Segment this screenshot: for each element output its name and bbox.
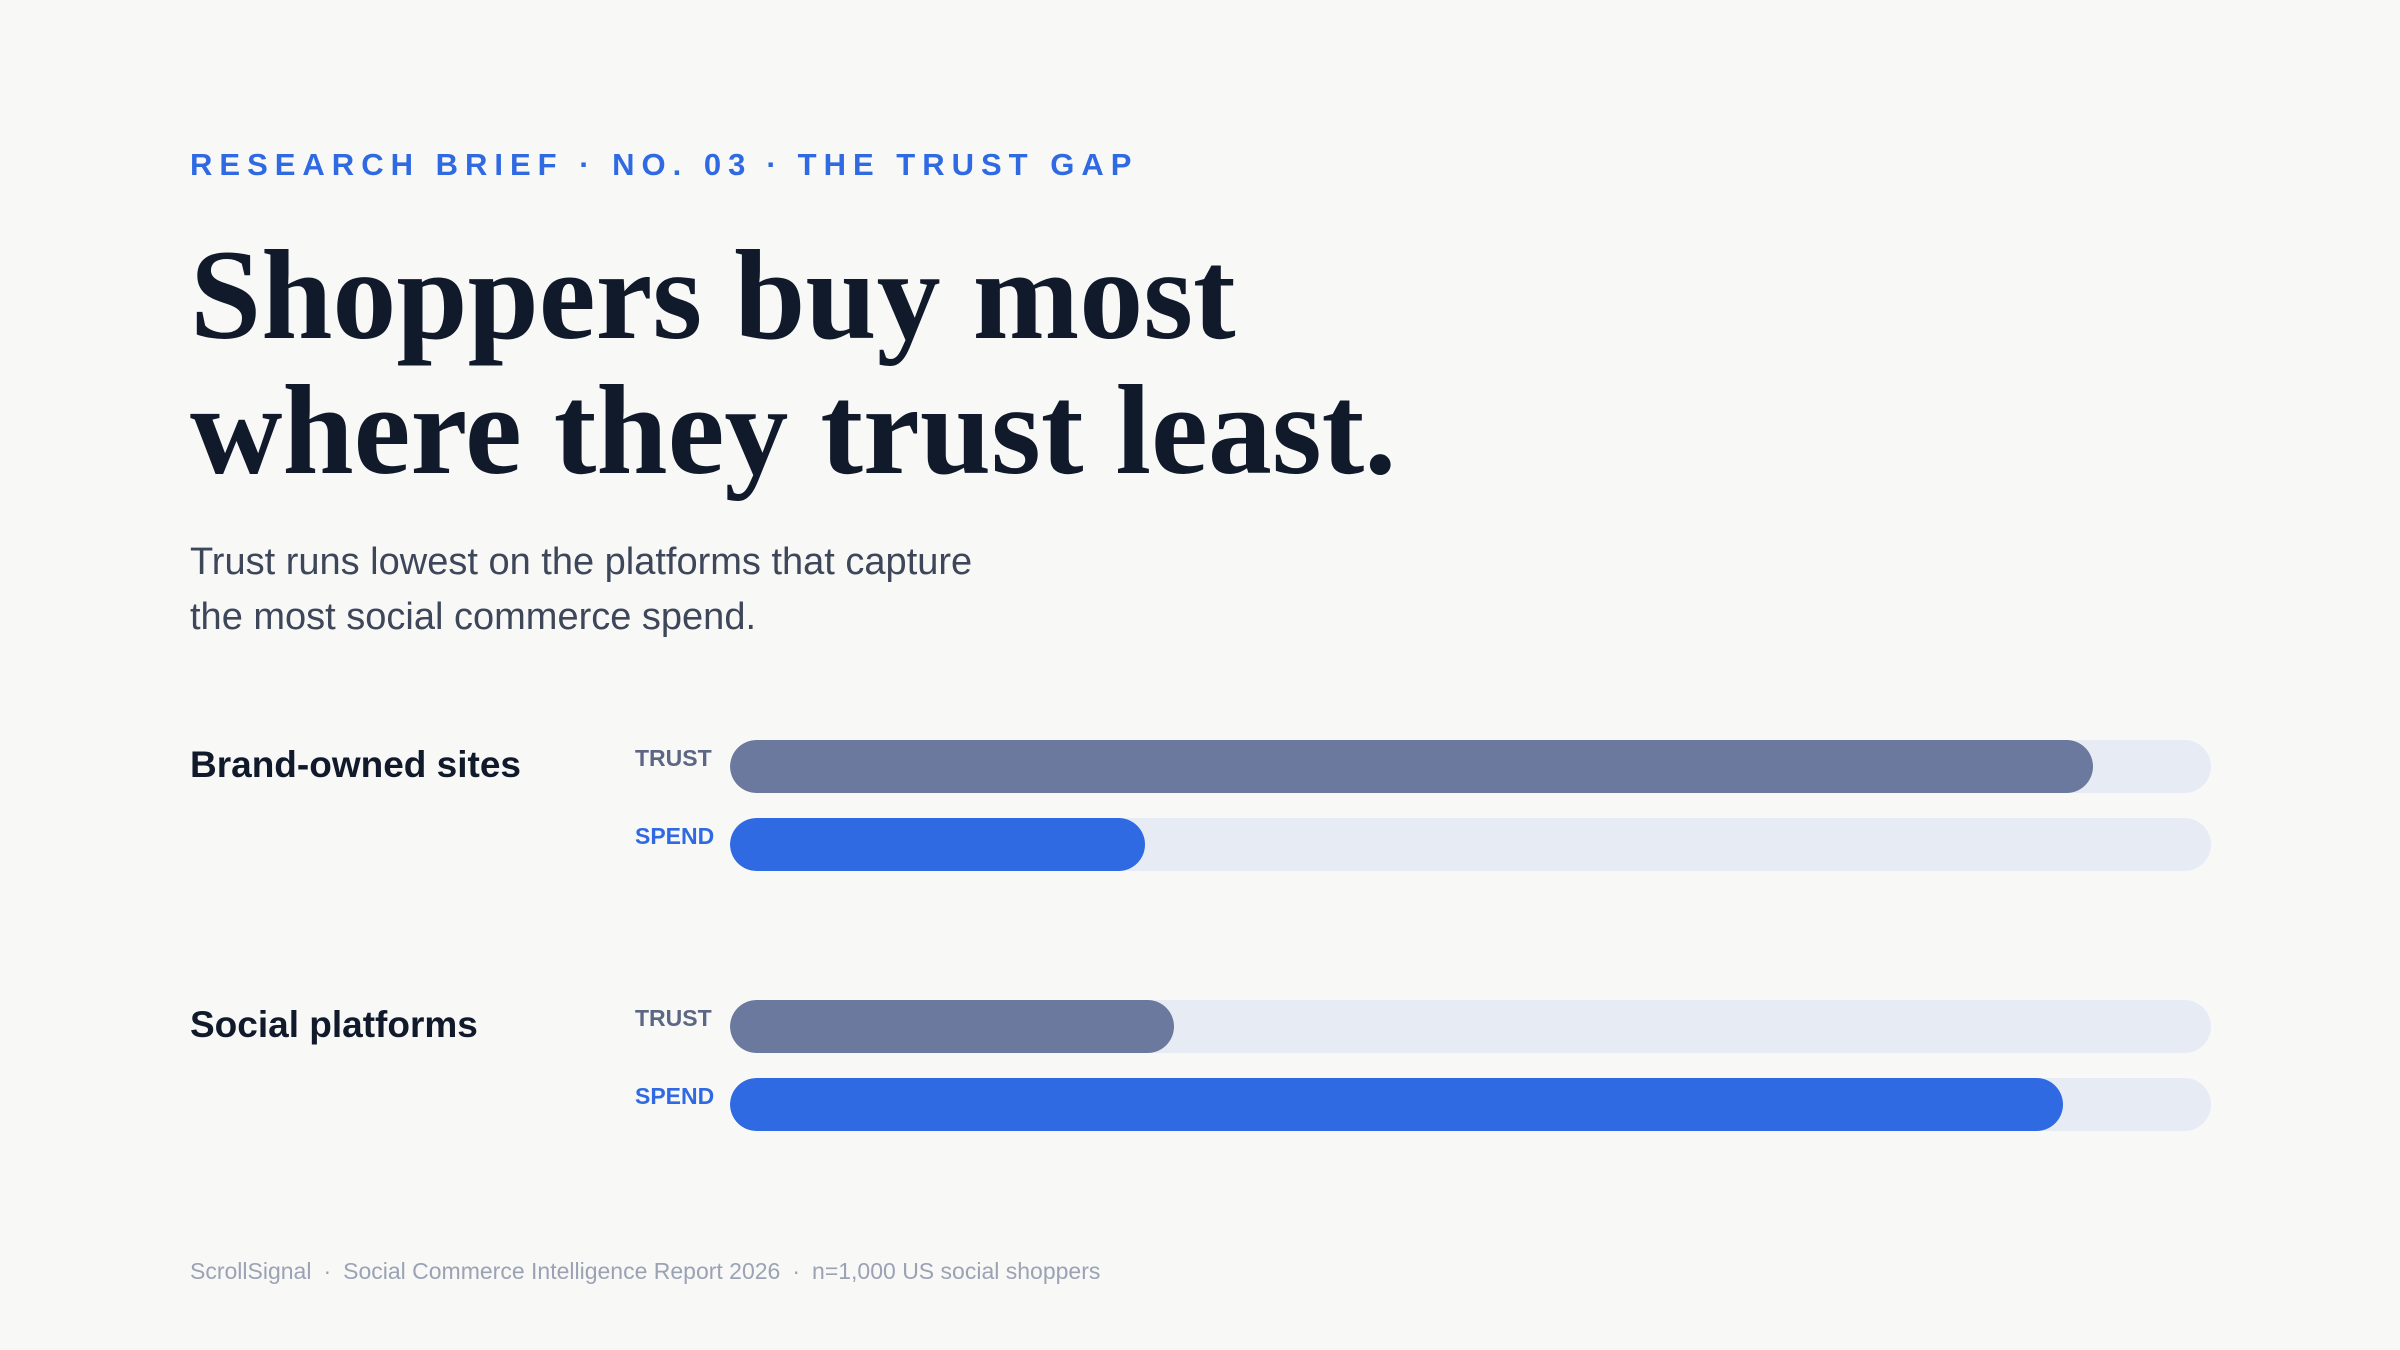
footer-source: ScrollSignal · Social Commerce Intelligenc… bbox=[190, 1257, 1100, 1285]
title-line-1: Shoppers buy most bbox=[190, 224, 1236, 366]
eyebrow: RESEARCH BRIEF · NO. 03 · THE TRUST GAP bbox=[190, 147, 1138, 183]
eyebrow-separator: · bbox=[766, 147, 784, 182]
bar-track bbox=[730, 740, 2211, 793]
title-line-2: where they trust least. bbox=[190, 359, 1397, 501]
subtitle-line-2: the most social commerce spend. bbox=[190, 596, 757, 638]
bar-trust-social-platforms bbox=[730, 1000, 1175, 1053]
group-label-brand-owned: Brand-owned sites bbox=[190, 744, 521, 785]
footer-separator: · bbox=[323, 1258, 332, 1284]
metric-label-trust: TRUST bbox=[635, 745, 712, 771]
bar-track bbox=[730, 818, 2211, 871]
metric-label-spend: SPEND bbox=[635, 1083, 715, 1109]
page-title: Shoppers buy most where they trust least… bbox=[190, 228, 1690, 498]
bar-spend-social-platforms bbox=[730, 1078, 2063, 1131]
group-label-social-platforms: Social platforms bbox=[190, 1004, 478, 1045]
footer-brand: ScrollSignal bbox=[190, 1258, 312, 1284]
subtitle: Trust runs lowest on the platforms that … bbox=[190, 535, 1090, 645]
footer-report: Social Commerce Intelligence Report 2026 bbox=[343, 1258, 781, 1284]
metric-label-trust: TRUST bbox=[635, 1005, 712, 1031]
metric-label-spend: SPEND bbox=[635, 823, 715, 849]
bar-track bbox=[730, 1078, 2211, 1131]
subtitle-line-1: Trust runs lowest on the platforms that … bbox=[190, 541, 973, 583]
bar-track bbox=[730, 1000, 2211, 1053]
bar-trust-brand-owned bbox=[730, 740, 2093, 793]
eyebrow-brief-number: RESEARCH BRIEF · NO. 03 bbox=[190, 147, 753, 182]
footer-sample: n=1,000 US social shoppers bbox=[812, 1258, 1101, 1284]
bar-spend-brand-owned bbox=[730, 818, 1145, 871]
footer-separator: · bbox=[792, 1258, 801, 1284]
eyebrow-topic: THE TRUST GAP bbox=[797, 147, 1139, 182]
